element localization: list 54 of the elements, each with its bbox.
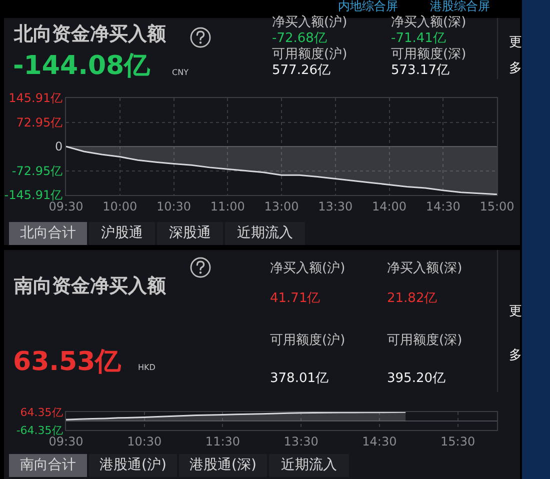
text: 近期流入 bbox=[269, 454, 349, 477]
x-tick-label: 09:30 bbox=[48, 434, 84, 448]
text: 可用额度(沪) bbox=[272, 47, 348, 63]
text: 港股通(沪) bbox=[89, 454, 177, 477]
text: CNY bbox=[172, 68, 188, 78]
text: 内地综合屏 bbox=[338, 0, 398, 14]
text: 南向合计 bbox=[9, 454, 87, 477]
text: 净买入额(深) bbox=[391, 15, 466, 31]
x-tick-label: 13:30 bbox=[318, 199, 353, 214]
text: 近期流入 bbox=[225, 222, 305, 245]
text: 净买入额(深) bbox=[387, 261, 462, 277]
x-tick-label: 11:30 bbox=[205, 434, 240, 448]
text: 可用额度(沪) bbox=[270, 333, 346, 349]
text: 395.20亿 bbox=[387, 371, 446, 387]
text: 63.53亿 bbox=[13, 347, 122, 378]
text: 可用额度(深) bbox=[391, 47, 466, 63]
x-tick-label: 15:30 bbox=[440, 434, 476, 448]
x-tick-label: 14:30 bbox=[362, 434, 397, 448]
text: -144.08亿 bbox=[13, 51, 150, 82]
text: -71.41亿 bbox=[391, 31, 446, 47]
chart-title: 北向资金净买入额 bbox=[14, 23, 166, 46]
text: 净买入额(沪) bbox=[270, 261, 346, 277]
y-tick-label: 64.35亿 bbox=[20, 406, 63, 419]
text: 沪股通 bbox=[89, 222, 155, 245]
x-tick-label: 14:00 bbox=[372, 199, 407, 214]
x-tick-label: 11:00 bbox=[210, 199, 245, 214]
text: 577.26亿 bbox=[272, 63, 330, 79]
text: 净买入额(沪) bbox=[272, 15, 348, 31]
text: 港股通(深) bbox=[179, 454, 267, 477]
text: 573.17亿 bbox=[391, 63, 450, 79]
text: 可用额度(深) bbox=[387, 333, 462, 349]
y-tick-label: 145.91亿 bbox=[8, 91, 63, 106]
text: 21.82亿 bbox=[387, 291, 438, 307]
y-tick-label: 72.95亿 bbox=[16, 115, 63, 130]
text: HKD bbox=[138, 363, 156, 372]
text: 深股通 bbox=[157, 222, 223, 245]
x-tick-label: 10:00 bbox=[102, 199, 138, 214]
text: 378.01亿 bbox=[270, 371, 328, 387]
x-tick-label: 10:30 bbox=[156, 199, 192, 214]
y-tick-label: -72.95亿 bbox=[12, 164, 63, 178]
text: 更多 bbox=[509, 304, 522, 363]
x-tick-label: 15:00 bbox=[480, 199, 514, 214]
x-tick-label: 10:30 bbox=[127, 434, 162, 448]
x-tick-label: 14:30 bbox=[426, 199, 460, 214]
x-tick-label: 13:30 bbox=[284, 434, 318, 448]
text: 北向合计 bbox=[9, 222, 87, 245]
text: 41.71亿 bbox=[270, 291, 320, 307]
chart-title: 南向资金净买入额 bbox=[14, 275, 166, 298]
y-tick-label: 0 bbox=[54, 140, 63, 154]
y-tick-label: -64.35亿 bbox=[16, 424, 63, 437]
text: -72.68亿 bbox=[272, 31, 327, 47]
text: 港股综合屏 bbox=[430, 0, 490, 14]
x-tick-label: 13:00 bbox=[264, 199, 299, 214]
text: 更多 bbox=[509, 34, 523, 78]
